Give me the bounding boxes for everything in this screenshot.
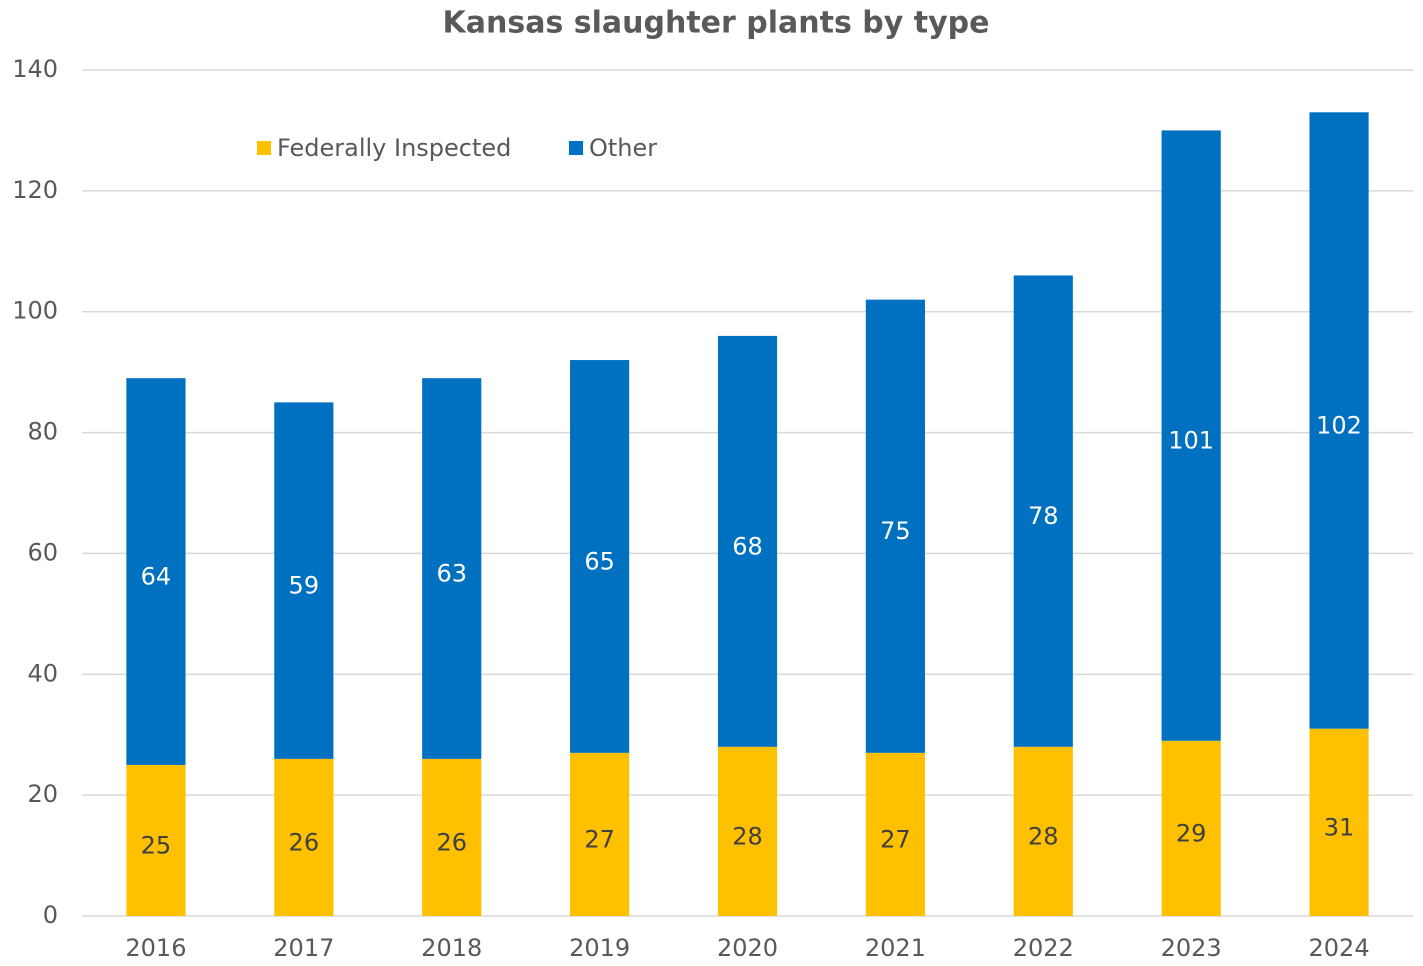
- bar-segment: [274, 758, 334, 916]
- data-label: 27: [880, 825, 911, 853]
- data-label: 28: [732, 822, 763, 850]
- x-tick-label: 2019: [569, 934, 630, 962]
- x-tick-label: 2024: [1309, 934, 1370, 962]
- data-label: 64: [141, 563, 172, 591]
- data-label: 65: [584, 547, 615, 575]
- bar-segment: [422, 378, 482, 759]
- data-label: 26: [436, 828, 467, 856]
- bar-segment: [126, 764, 186, 916]
- x-tick-label: 2018: [421, 934, 482, 962]
- bar-segment: [1309, 728, 1369, 916]
- bar-segment: [570, 752, 630, 916]
- y-tick-label: 60: [27, 538, 58, 566]
- data-label: 78: [1028, 502, 1059, 530]
- x-tick-label: 2016: [125, 934, 186, 962]
- bar-segment: [865, 752, 925, 916]
- bar-segment: [1161, 740, 1221, 916]
- y-tick-label: 80: [27, 418, 58, 446]
- legend-label: Other: [589, 134, 657, 162]
- y-tick-label: 120: [12, 176, 58, 204]
- x-tick-label: 2017: [273, 934, 334, 962]
- y-tick-label: 0: [43, 901, 58, 929]
- bar-segment: [1309, 112, 1369, 729]
- bar-segment: [570, 360, 630, 753]
- y-tick-label: 40: [27, 659, 58, 687]
- x-tick-label: 2022: [1013, 934, 1074, 962]
- y-tick-label: 140: [12, 55, 58, 83]
- bar-segment: [717, 746, 778, 916]
- bar-segment: [1161, 130, 1221, 741]
- data-label: 27: [584, 825, 615, 853]
- data-label: 31: [1324, 813, 1355, 841]
- chart-title: Kansas slaughter plants by type: [443, 6, 990, 41]
- data-label: 29: [1176, 819, 1207, 847]
- legend-swatch: [569, 141, 583, 155]
- y-tick-label: 20: [27, 780, 58, 808]
- bar-segment: [1013, 746, 1073, 916]
- legend-label: Federally Inspected: [277, 134, 511, 162]
- x-tick-label: 2021: [865, 934, 926, 962]
- data-label: 26: [289, 828, 320, 856]
- bar-segment: [126, 378, 186, 765]
- data-label: 59: [289, 572, 320, 600]
- data-label: 28: [1028, 822, 1059, 850]
- legend-swatch: [257, 141, 271, 155]
- bar-segment: [422, 758, 482, 916]
- bar-segment: [865, 299, 925, 753]
- data-label: 25: [141, 831, 172, 859]
- data-label: 101: [1168, 427, 1214, 455]
- data-label: 63: [436, 560, 467, 588]
- bar-segment: [1013, 275, 1073, 747]
- bar-segment: [717, 335, 778, 747]
- data-label: 102: [1316, 411, 1362, 439]
- bar-segment: [274, 402, 334, 759]
- data-label: 75: [880, 517, 911, 545]
- x-tick-label: 2020: [717, 934, 778, 962]
- data-label: 68: [732, 532, 763, 560]
- x-tick-label: 2023: [1161, 934, 1222, 962]
- y-tick-label: 100: [12, 297, 58, 325]
